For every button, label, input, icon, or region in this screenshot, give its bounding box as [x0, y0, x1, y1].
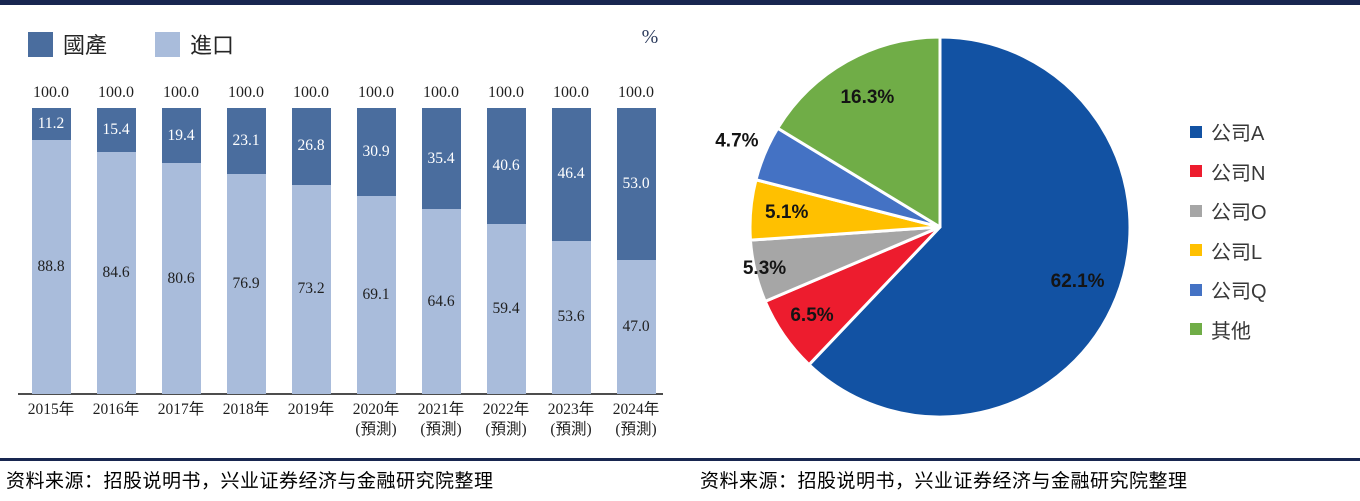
pie-slice-value-label: 5.1%: [765, 202, 808, 223]
pie-slice-value-label: 6.5%: [790, 305, 833, 326]
legend-swatch-icon: [1190, 204, 1202, 217]
stacked-bar: 11.2 88.8: [31, 108, 71, 394]
legend-label: 公司Q: [1211, 281, 1267, 304]
pie-legend-item: 公司L: [1190, 231, 1267, 271]
bar-segment-import: 53.6: [551, 240, 591, 394]
pie-chart-panel: 62.1% 6.5% 5.3% 5.1% 4.7% 16.3% 公司A 公司N 公司O 公司L 公…: [680, 0, 1360, 460]
bar-segment-domestic: 11.2: [31, 108, 71, 141]
bar-segment-domestic: 26.8: [291, 108, 331, 185]
x-axis-category-label: 2022年 (預測): [482, 401, 530, 438]
bar-chart-legend: 國產 進口: [28, 28, 234, 60]
bar-total-label: 100.0: [618, 84, 654, 101]
bar-segment-domestic: 53.0: [616, 108, 656, 260]
bar-segment-import: 80.6: [161, 163, 201, 394]
pie-legend-item: 公司Q: [1190, 270, 1267, 310]
legend-swatch-icon: [1190, 283, 1202, 296]
bottom-border-rule: [0, 458, 1360, 461]
bar-total-label: 100.0: [33, 84, 69, 101]
top-border-rule: [0, 0, 1360, 5]
pie-slice-value-label: 62.1%: [1051, 271, 1105, 292]
x-axis-category-label: 2020年 (預測): [352, 401, 400, 438]
bar-segment-domestic: 15.4: [96, 108, 136, 153]
bar-segment-domestic: 23.1: [226, 108, 266, 175]
stacked-bar: 40.6 59.4: [486, 108, 526, 394]
bar-segment-import: 73.2: [291, 184, 331, 394]
legend-swatch-icon: [1190, 244, 1202, 257]
bar-segment-import: 88.8: [31, 140, 71, 394]
pie-slice-5: [776, 35, 942, 229]
source-note-right: 资料来源：招股说明书，兴业证券经济与金融研究院整理: [700, 471, 1188, 492]
pie-slice-value-label: 16.3%: [840, 87, 894, 108]
legend-label: 公司N: [1211, 162, 1266, 185]
x-axis-category-label: 2017年: [157, 401, 205, 418]
bar-segment-import: 76.9: [226, 174, 266, 394]
legend-swatch-icon: [1190, 165, 1202, 178]
x-axis-category-label: 2016年: [92, 401, 140, 418]
bar-segment-domestic: 35.4: [421, 108, 461, 210]
x-axis-category-label: 2023年 (預測): [547, 401, 595, 438]
stacked-bar: 53.0 47.0: [616, 108, 656, 394]
bar-plot-area: 100.0 11.2 88.8 2015年 100.0 15.4 84.6 2016年 100.…: [0, 0, 680, 460]
legend-label: 公司A: [1211, 123, 1265, 146]
bar-legend-item: 進口: [155, 28, 234, 60]
x-axis-category-label: 2015年: [27, 401, 75, 418]
bar-segment-domestic: 46.4: [551, 108, 591, 241]
x-axis-category-label: 2019年: [287, 401, 335, 418]
bar-segment-domestic: 19.4: [161, 108, 201, 164]
source-note-left: 资料来源：招股说明书，兴业证券经济与金融研究院整理: [6, 471, 494, 492]
stacked-bar: 30.9 69.1: [356, 108, 396, 394]
bar-total-label: 100.0: [423, 84, 459, 101]
stacked-bar: 15.4 84.6: [96, 108, 136, 394]
bar-segment-import: 59.4: [486, 224, 526, 394]
pie-legend-item: 公司A: [1190, 112, 1267, 152]
bar-segment-import: 84.6: [96, 152, 136, 394]
stacked-bar: 19.4 80.6: [161, 108, 201, 394]
bar-segment-domestic: 40.6: [486, 108, 526, 225]
legend-swatch-icon: [1190, 125, 1202, 138]
legend-swatch-icon: [1190, 323, 1202, 336]
pie-slice-value-label: 5.3%: [743, 258, 786, 279]
bar-legend-item: 國產: [28, 28, 107, 60]
bar-segment-import: 69.1: [356, 196, 396, 394]
pie-legend-item: 公司N: [1190, 152, 1267, 192]
legend-swatch-icon: [155, 31, 181, 57]
bar-total-label: 100.0: [98, 84, 134, 101]
x-axis-category-label: 2018年: [222, 401, 270, 418]
bar-total-label: 100.0: [488, 84, 524, 101]
legend-label: 國產: [63, 33, 108, 58]
percent-unit-label: %: [641, 26, 659, 48]
pie-slice-value-label: 4.7%: [715, 130, 758, 151]
pie-legend-item: 其他: [1190, 310, 1267, 350]
x-axis-line: [18, 393, 663, 395]
pie-legend: 公司A 公司N 公司O 公司L 公司Q 其他: [1190, 112, 1267, 349]
bar-chart-panel: 國產 進口 % 100.0 11.2 88.8 2015年 100.0 15.4 84.6 20…: [0, 0, 680, 460]
legend-label: 其他: [1211, 320, 1251, 343]
bar-total-label: 100.0: [293, 84, 329, 101]
pie-slice-0: [807, 35, 1132, 419]
bar-segment-import: 47.0: [616, 259, 656, 394]
stacked-bar: 35.4 64.6: [421, 108, 461, 394]
bar-total-label: 100.0: [228, 84, 264, 101]
bar-segment-domestic: 30.9: [356, 108, 396, 197]
pie-chart: 62.1% 6.5% 5.3% 5.1% 4.7% 16.3%: [715, 35, 1132, 419]
stacked-bar: 26.8 73.2: [291, 108, 331, 394]
bar-total-label: 100.0: [358, 84, 394, 101]
x-axis-category-label: 2021年 (預測): [417, 401, 465, 438]
x-axis-category-label: 2024年 (預測): [612, 401, 660, 438]
bar-segment-import: 64.6: [421, 209, 461, 394]
legend-swatch-icon: [28, 31, 53, 57]
stacked-bar: 23.1 76.9: [226, 108, 266, 394]
stacked-bar: 46.4 53.6: [551, 108, 591, 394]
bar-total-label: 100.0: [163, 84, 199, 101]
legend-label: 進口: [190, 33, 235, 58]
bar-total-label: 100.0: [553, 84, 589, 101]
legend-label: 公司L: [1211, 241, 1263, 264]
pie-legend-item: 公司O: [1190, 191, 1267, 231]
legend-label: 公司O: [1211, 202, 1267, 225]
